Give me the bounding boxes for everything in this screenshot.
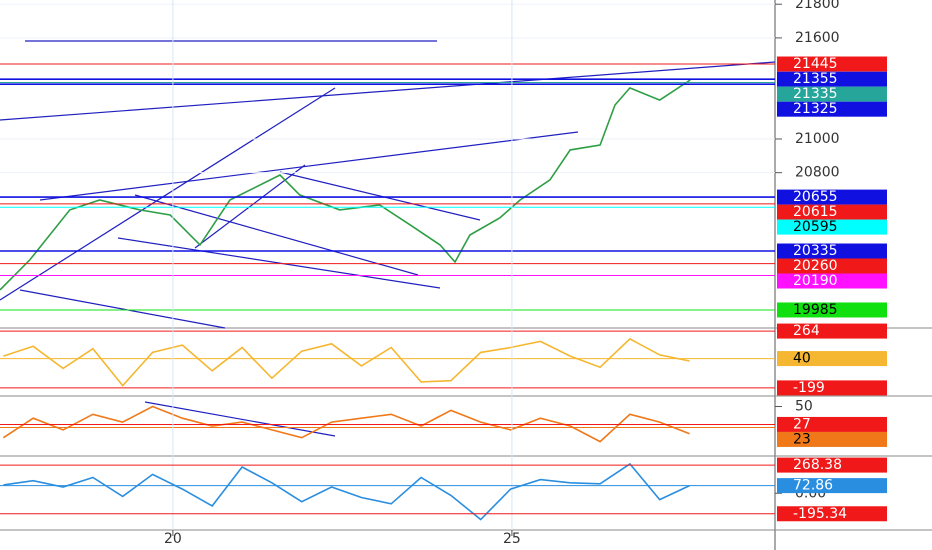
price-badge bbox=[777, 56, 887, 72]
price-badge bbox=[777, 478, 887, 494]
price-badge bbox=[777, 431, 887, 447]
price-badge bbox=[777, 86, 887, 102]
trend-line bbox=[144, 401, 336, 437]
series-line bbox=[0, 79, 691, 291]
price-badge bbox=[777, 506, 887, 522]
trend-line bbox=[279, 171, 481, 221]
y-tick-label: 21000 bbox=[795, 131, 840, 147]
price-badge-label: -199 bbox=[793, 380, 825, 396]
y-tick-label: 21600 bbox=[795, 30, 840, 46]
price-badge-label: 19985 bbox=[793, 302, 838, 318]
price-badge bbox=[777, 457, 887, 473]
price-badge-label: 72.86 bbox=[793, 478, 833, 494]
price-badge-label: 27 bbox=[793, 416, 811, 432]
price-badge bbox=[777, 219, 887, 235]
price-badge-label: 40 bbox=[793, 351, 811, 367]
price-badge-label: 21355 bbox=[793, 71, 838, 87]
trend-line bbox=[194, 164, 306, 249]
trend-line bbox=[39, 131, 579, 201]
price-badge bbox=[777, 101, 887, 117]
x-tick-label: 20 bbox=[164, 531, 182, 547]
price-badge bbox=[777, 302, 887, 318]
x-tick-label: 25 bbox=[503, 531, 521, 547]
price-badge-label: 21335 bbox=[793, 86, 838, 102]
price-badge-label: 21445 bbox=[793, 56, 838, 72]
series-line bbox=[3, 337, 690, 387]
price-badge-label: 20655 bbox=[793, 189, 838, 205]
trend-line bbox=[19, 289, 226, 329]
price-badge-label: -195.34 bbox=[793, 506, 847, 522]
price-badge-label: 264 bbox=[793, 323, 820, 339]
price-badge-label: 20595 bbox=[793, 219, 838, 235]
price-badge-label: 20190 bbox=[793, 273, 838, 289]
series-line bbox=[2, 405, 690, 443]
y-tick-label: 21800 bbox=[795, 0, 840, 12]
trend-line bbox=[117, 237, 441, 289]
trend-line bbox=[134, 194, 419, 276]
trend-line bbox=[0, 87, 336, 301]
price-badge-label: 20335 bbox=[793, 243, 838, 259]
price-badge-label: 20615 bbox=[793, 204, 838, 220]
price-badge bbox=[777, 380, 887, 396]
price-badge-label: 21325 bbox=[793, 101, 838, 117]
price-badge bbox=[777, 243, 887, 259]
price-badge-label: 20260 bbox=[793, 258, 838, 274]
price-badge bbox=[777, 71, 887, 87]
price-badge bbox=[777, 258, 887, 274]
price-badge-label: 268.38 bbox=[793, 457, 842, 473]
series-line bbox=[3, 462, 690, 521]
price-badge bbox=[777, 351, 887, 367]
price-badge bbox=[777, 189, 887, 205]
price-badge bbox=[777, 273, 887, 289]
price-badge bbox=[777, 416, 887, 432]
y-tick-label: 20800 bbox=[795, 165, 840, 181]
price-badge-label: 23 bbox=[793, 431, 811, 447]
trend-lines bbox=[0, 40, 776, 437]
price-badge bbox=[777, 204, 887, 220]
y-tick-label: 50 bbox=[795, 399, 813, 415]
trend-line bbox=[0, 61, 776, 121]
price-badge bbox=[777, 323, 887, 339]
